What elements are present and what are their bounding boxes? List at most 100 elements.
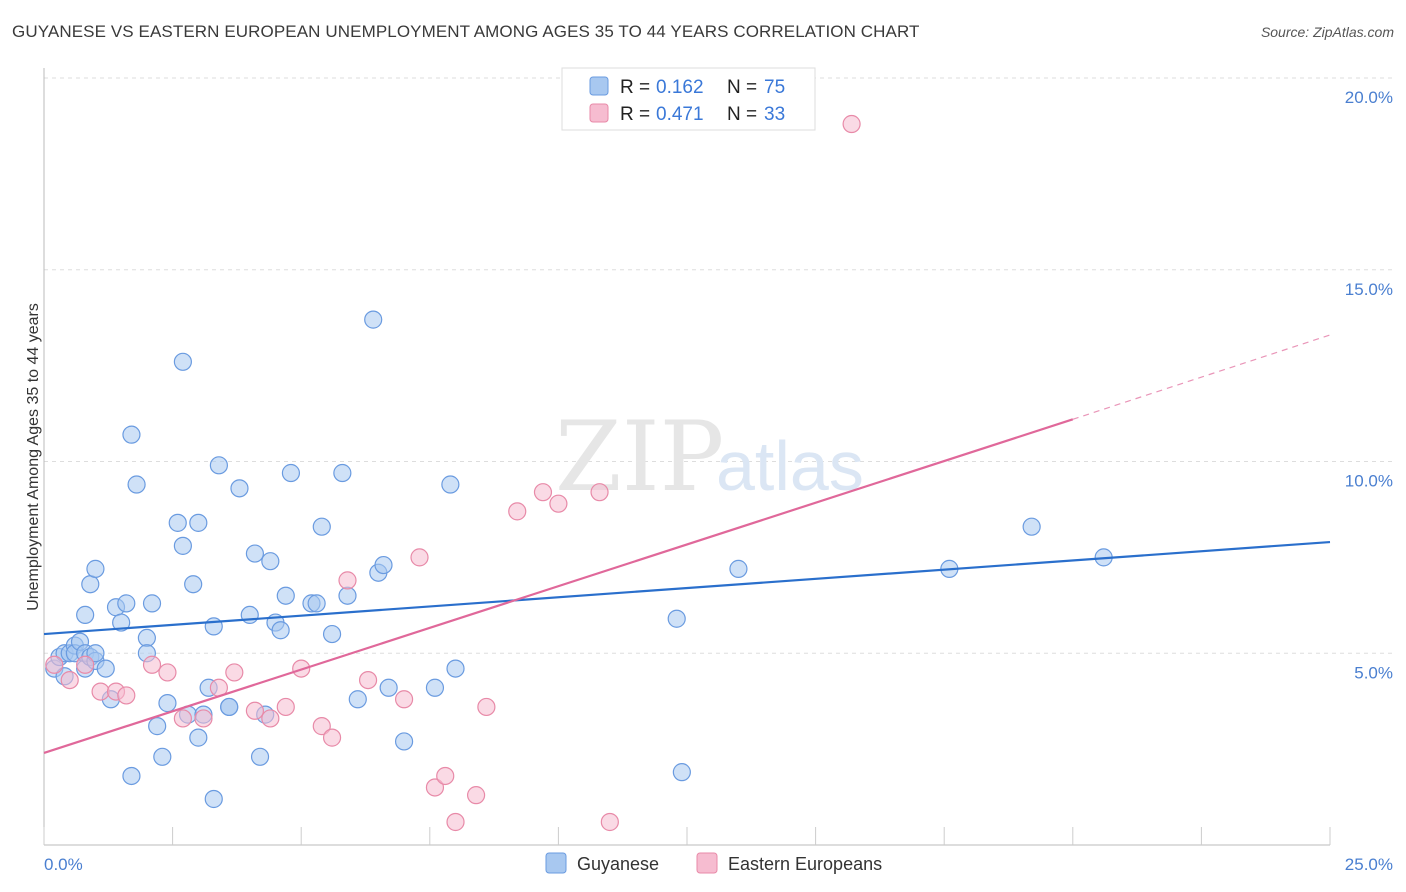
- legend-n-value-1: 75: [764, 77, 785, 98]
- eastern-european-point: [477, 697, 496, 717]
- guyanese-point: [204, 789, 223, 809]
- guyanese-point: [672, 763, 691, 782]
- eastern-european-point: [394, 690, 414, 709]
- eastern-european-point: [533, 483, 553, 502]
- source-credit: Source: ZipAtlas.com: [1260, 24, 1394, 40]
- guyanese-point: [307, 594, 326, 613]
- watermark-zip: ZIP: [555, 401, 724, 513]
- guyanese-point: [348, 690, 367, 709]
- eastern-european-point: [158, 663, 177, 682]
- axes-layer: 5.0% 10.0% 15.0% 20.0% 0.0% 25.0%: [43, 68, 1393, 874]
- y-tick-label: 15.0%: [1345, 280, 1393, 299]
- guyanese-point: [446, 659, 465, 678]
- guyanese-point: [312, 517, 331, 536]
- chart-title: GUYANESE VS EASTERN EUROPEAN UNEMPLOYMEN…: [12, 22, 920, 41]
- y-axis-title: Unemployment Among Ages 35 to 44 years: [25, 303, 42, 611]
- x-tick-label-min: 0.0%: [44, 855, 83, 874]
- guyanese-point: [364, 310, 383, 329]
- legend-r-label-2: R =: [620, 104, 650, 125]
- eastern-european-point: [466, 786, 486, 805]
- grid-layer: [44, 77, 1394, 654]
- eastern-european-trendline-extension: [1072, 334, 1331, 420]
- guyanese-point: [96, 659, 115, 678]
- guyanese-point: [173, 536, 192, 555]
- guyanese-point: [729, 559, 748, 578]
- guyanese-point: [184, 575, 203, 594]
- guyanese-point: [122, 425, 141, 444]
- y-tick-label: 10.0%: [1345, 472, 1393, 491]
- guyanese-point: [245, 544, 265, 563]
- guyanese-point: [173, 352, 192, 371]
- y-tick-label: 5.0%: [1354, 663, 1393, 682]
- eastern-european-point: [225, 663, 244, 682]
- guyanese-point: [76, 605, 95, 625]
- points-layer: [45, 114, 1113, 832]
- guyanese-trendline: [43, 540, 1331, 636]
- bottom-legend-swatch-eastern-europeans: [696, 852, 718, 874]
- y-tick-label: 20.0%: [1345, 88, 1393, 107]
- guyanese-point: [81, 575, 100, 594]
- bottom-legend-swatch-guyanese: [545, 852, 567, 874]
- eastern-european-point: [358, 670, 378, 690]
- guyanese-point: [276, 586, 295, 605]
- x-tick-label-max: 25.0%: [1345, 855, 1393, 874]
- legend-n-label-2: N =: [727, 104, 757, 125]
- guyanese-point: [86, 644, 105, 663]
- eastern-european-point: [173, 709, 192, 728]
- guyanese-point: [148, 717, 167, 736]
- eastern-european-point: [590, 483, 609, 502]
- legend-n-label-1: N =: [727, 77, 757, 98]
- guyanese-point: [250, 747, 270, 766]
- eastern-european-point: [549, 494, 568, 513]
- guyanese-point: [322, 624, 342, 644]
- eastern-european-point: [312, 717, 331, 736]
- eastern-european-point: [91, 682, 110, 701]
- guyanese-point: [379, 678, 398, 697]
- correlation-legend: R = 0.162 N = 75 R = 0.471 N = 33: [561, 67, 816, 131]
- guyanese-point: [189, 728, 208, 747]
- bottom-legend-label-eastern-europeans: Eastern Europeans: [728, 854, 882, 874]
- eastern-european-point: [410, 548, 429, 567]
- guyanese-point: [394, 732, 414, 751]
- eastern-european-point: [842, 114, 861, 134]
- eastern-european-point: [142, 655, 162, 674]
- guyanese-point: [441, 475, 460, 494]
- guyanese-point: [1022, 517, 1041, 536]
- guyanese-point: [209, 456, 228, 475]
- eastern-european-point: [508, 502, 527, 521]
- eastern-european-point: [436, 766, 455, 786]
- guyanese-point: [86, 559, 105, 578]
- guyanese-point: [168, 513, 187, 532]
- legend-swatch-eastern-europeans: [589, 103, 609, 123]
- guyanese-point: [137, 628, 156, 648]
- guyanese-point: [158, 694, 177, 713]
- guyanese-point: [220, 697, 239, 717]
- eastern-european-point: [446, 812, 465, 832]
- guyanese-point: [189, 513, 208, 532]
- guyanese-point: [281, 463, 301, 483]
- eastern-european-point: [338, 571, 357, 590]
- legend-r-value-1: 0.162: [656, 77, 704, 98]
- eastern-european-point: [600, 812, 619, 832]
- eastern-european-point: [261, 709, 280, 728]
- guyanese-point: [153, 747, 172, 766]
- bottom-legend-label-guyanese: Guyanese: [577, 854, 659, 874]
- guyanese-point: [338, 586, 357, 605]
- trend-layer: [43, 334, 1331, 755]
- eastern-european-point: [117, 686, 136, 705]
- guyanese-point: [374, 555, 393, 575]
- eastern-european-trendline: [43, 418, 1074, 755]
- legend-r-label-1: R =: [620, 77, 650, 98]
- guyanese-point: [142, 594, 162, 613]
- eastern-european-point: [194, 709, 213, 728]
- eastern-european-point: [276, 697, 295, 717]
- eastern-european-point: [425, 778, 445, 797]
- legend-r-value-2: 0.471: [656, 104, 704, 125]
- eastern-european-point: [76, 655, 95, 674]
- series-legend: Guyanese Eastern Europeans: [545, 852, 882, 874]
- guyanese-point: [333, 463, 352, 483]
- watermark-atlas: atlas: [716, 427, 864, 505]
- guyanese-point: [122, 766, 141, 786]
- eastern-european-point: [45, 655, 64, 674]
